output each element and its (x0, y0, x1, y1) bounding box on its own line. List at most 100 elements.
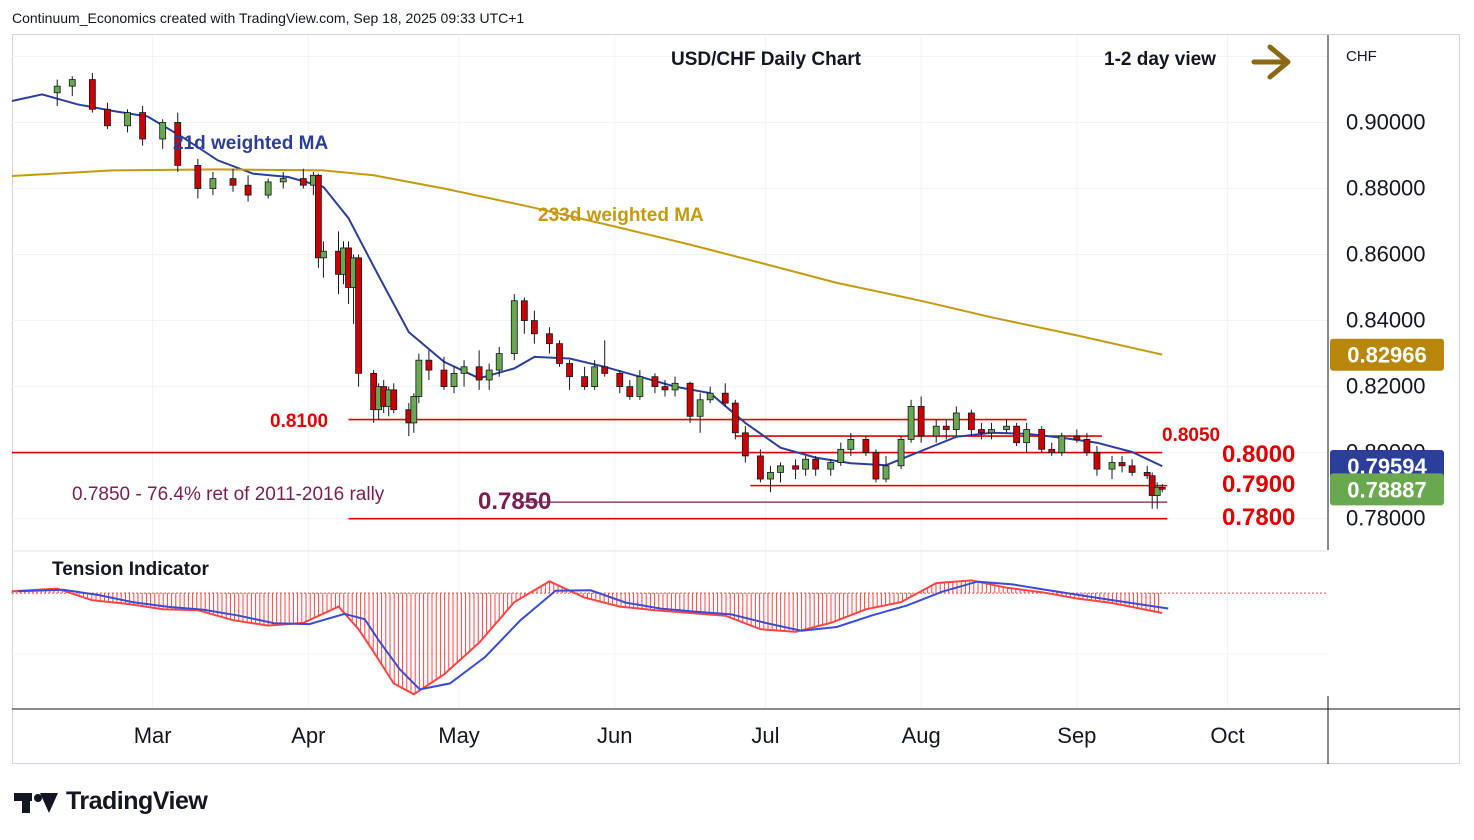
candle-body (88, 79, 96, 110)
candle-body (837, 448, 845, 463)
candle-body (792, 465, 799, 470)
candle-body (460, 366, 468, 374)
candle-body (897, 439, 905, 467)
tension-fast-line (11, 579, 1163, 696)
candle-body (390, 389, 398, 411)
candle-body (1093, 452, 1101, 470)
price-tag-bg (1330, 473, 1444, 506)
tradingview-brand[interactable]: TradingView (14, 787, 208, 816)
candle-body (952, 412, 960, 430)
x-tick-label: Mar (134, 723, 172, 748)
candle-body (661, 386, 669, 391)
candle-body (209, 178, 217, 189)
candle-body (706, 392, 714, 401)
level-label-0.7900: 0.7900 (1222, 471, 1295, 498)
right-arrow-icon (1251, 44, 1291, 80)
candle-body (410, 396, 418, 424)
chart-frame (12, 34, 1460, 764)
candle-body (53, 85, 61, 94)
price-candles (53, 72, 1166, 509)
candle-body (1153, 486, 1161, 496)
candle-body (932, 425, 940, 437)
candle-body (510, 300, 518, 354)
candle-body (485, 369, 493, 381)
candle-body (1048, 448, 1056, 454)
x-tick-label: May (438, 723, 480, 748)
candle-body (556, 343, 563, 364)
x-tick-label: Oct (1210, 723, 1244, 748)
candle-body (229, 178, 237, 186)
candle-body (721, 392, 729, 404)
ma233-annotation: 233d weighted MA (538, 205, 704, 226)
level-label-0.8100: 0.8100 (270, 411, 328, 432)
brand-name: TradingView (66, 787, 208, 815)
candle-body (174, 122, 182, 166)
candle-body (299, 178, 307, 186)
tension-slow-line (17, 580, 1169, 691)
chart-subtitle: 1-2 day view (1104, 49, 1216, 70)
y-tick-label: 0.86000 (1346, 242, 1426, 267)
candle-body (696, 399, 704, 417)
candle-body (566, 363, 573, 378)
currency-label: CHF (1346, 48, 1377, 65)
candle-body (440, 369, 448, 387)
y-tick-label: 0.78000 (1346, 506, 1426, 531)
candle-body (279, 178, 287, 183)
x-tick-label: Jun (597, 723, 632, 748)
candle-body (882, 465, 890, 480)
x-tick-label: Aug (902, 723, 941, 748)
candle-body (124, 112, 131, 127)
candle-body (1038, 429, 1046, 450)
candle-body (626, 386, 634, 397)
candle-body (767, 472, 774, 480)
candle-body (495, 353, 503, 371)
candle-body (917, 405, 925, 437)
candle-body (1013, 425, 1020, 444)
candle-body (194, 165, 202, 189)
candle-body (450, 372, 458, 387)
candle-body (581, 376, 589, 387)
tradingview-logo-icon (14, 789, 58, 815)
candle-body (415, 359, 423, 397)
candle-body (907, 405, 915, 440)
level-label-0.7800: 0.7800 (1222, 504, 1295, 531)
candle-body (1118, 462, 1126, 467)
level-label-0.7850: 0.7850 (478, 488, 551, 515)
candle-body (159, 122, 167, 140)
x-tick-label: Jul (751, 723, 779, 748)
candle-body (988, 429, 995, 434)
y-tick-label: 0.82000 (1346, 374, 1426, 399)
ma233-line (11, 168, 1163, 356)
candle-body (264, 181, 272, 196)
candle-body (139, 112, 146, 140)
candle-body (847, 439, 855, 450)
candle-body (425, 359, 433, 371)
y-tick-label: 0.84000 (1346, 308, 1426, 333)
candle-body (827, 462, 835, 470)
ma21-line (11, 93, 1163, 468)
y-tick-label: 0.90000 (1346, 109, 1426, 134)
candle-body (546, 333, 553, 345)
candle-body (244, 184, 252, 196)
x-tick-label: Sep (1057, 723, 1096, 748)
y-tick-label: 0.88000 (1346, 176, 1426, 201)
candle-body (530, 320, 538, 335)
candle-body (1003, 425, 1010, 430)
moving-averages (11, 93, 1163, 468)
candle-body (68, 79, 76, 87)
candle-body (1148, 475, 1156, 496)
candle-body (1023, 429, 1031, 444)
tension-indicator-title: Tension Indicator (52, 559, 210, 580)
candle-body (520, 300, 528, 321)
candle-body (104, 108, 111, 127)
candle-body (651, 376, 659, 387)
candle-body (616, 372, 624, 387)
candle-body (1083, 439, 1091, 454)
candle-body (601, 366, 609, 374)
candle-body (1158, 486, 1166, 490)
header-attribution: Continuum_Economics created with Trading… (12, 10, 525, 26)
candle-body (671, 382, 679, 391)
candle-body (967, 412, 975, 430)
